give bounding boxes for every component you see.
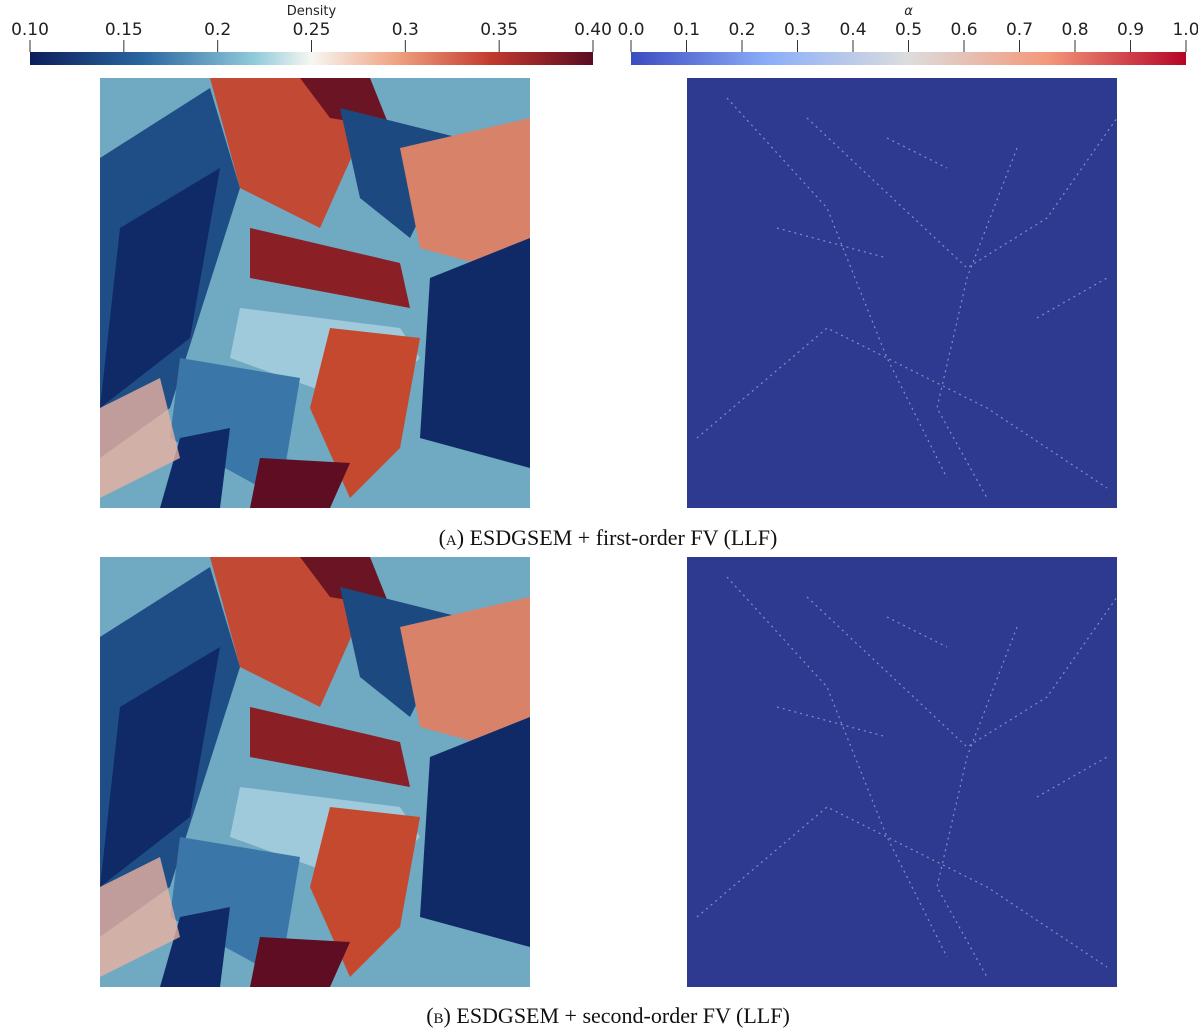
tick-label: 0.2: [204, 20, 231, 40]
colorbar-ramp: [631, 52, 1186, 65]
tick-label: 0.9: [1117, 20, 1144, 40]
tick-label: 0.6: [950, 20, 977, 40]
density-plot: [100, 78, 530, 508]
colorbar-ramp: [30, 52, 593, 65]
tick-label: 1.0: [1172, 20, 1198, 40]
tick-label: 0.3: [784, 20, 811, 40]
caption-text: ESDGSEM + first-order FV (LLF): [470, 525, 778, 550]
tick-label: 0.25: [293, 20, 331, 40]
alpha-plot: [687, 78, 1117, 508]
caption-text: ESDGSEM + second-order FV (LLF): [456, 1003, 789, 1028]
page: Density 0.10 0.15 0.2 0.25 0.3 0.35 0.40 α 0.0 0.…: [0, 0, 1198, 1031]
alpha-plot: [687, 557, 1117, 987]
tick-label: 0.7: [1006, 20, 1033, 40]
tick-label: 0.40: [574, 20, 612, 40]
tick-label: 0.5: [895, 20, 922, 40]
tick-label: 0.2: [728, 20, 755, 40]
caption-label: (a): [439, 525, 465, 550]
tick-label: 0.1: [673, 20, 700, 40]
colorbar: α 0.0 0.1 0.2 0.3 0.4 0.5 0.6 0.7 0.8 0.9 1.0: [617, 4, 1198, 65]
caption: (b) ESDGSEM + second-order FV (LLF): [426, 1003, 790, 1028]
tick-label: 0.35: [480, 20, 518, 40]
colorbar: Density 0.10 0.15 0.2 0.25 0.3 0.35 0.40: [11, 4, 612, 65]
tick-label: 0.4: [839, 20, 866, 40]
caption: (a) ESDGSEM + first-order FV (LLF): [439, 525, 778, 550]
caption-label: (b): [426, 1003, 451, 1028]
density-plot: [100, 557, 530, 987]
tick-label: 0.3: [392, 20, 419, 40]
tick-label: 0.10: [11, 20, 49, 40]
figure: Density 0.10 0.15 0.2 0.25 0.3 0.35 0.40 α 0.0 0.…: [0, 0, 1198, 1031]
colorbar-title: α: [904, 4, 913, 19]
tick-label: 0.15: [105, 20, 143, 40]
tick-label: 0.0: [617, 20, 644, 40]
colorbar-title: Density: [287, 4, 337, 19]
tick-label: 0.8: [1061, 20, 1088, 40]
